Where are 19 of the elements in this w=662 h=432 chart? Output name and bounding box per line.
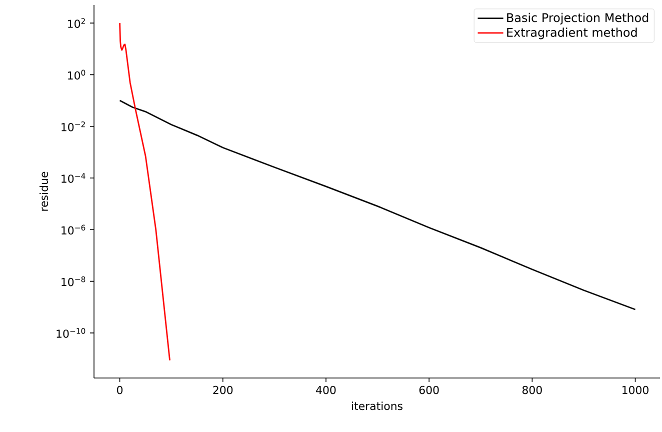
y-tick-label: 10$^{−4}$ (62, 173, 86, 183)
x-tick-label: 1000 (622, 386, 648, 394)
x-tick-label: 800 (522, 386, 542, 394)
x-tick-label: 600 (419, 386, 439, 394)
y-tick-label: 10$^{−10}$ (56, 328, 86, 338)
y-tick-label: 10$^{0}$ (68, 70, 86, 80)
y-axis-title: residue (40, 172, 48, 211)
x-axis-title: iterations (352, 402, 402, 410)
x-tick-label: 200 (213, 386, 233, 394)
line-series (119, 100, 636, 310)
x-tick-label: 0 (117, 386, 123, 394)
x-tick-label: 400 (316, 386, 336, 394)
legend-label: Basic Projection Method (507, 12, 648, 24)
y-tick-label: 10$^{2}$ (68, 18, 85, 28)
y-tick-label: 10$^{−2}$ (62, 121, 85, 132)
y-tick-label: 10$^{−8}$ (62, 276, 86, 286)
legend-label: Extragradient method (507, 28, 637, 40)
line-series (119, 22, 170, 362)
y-tick-label: 10$^{−6}$ (62, 224, 86, 235)
